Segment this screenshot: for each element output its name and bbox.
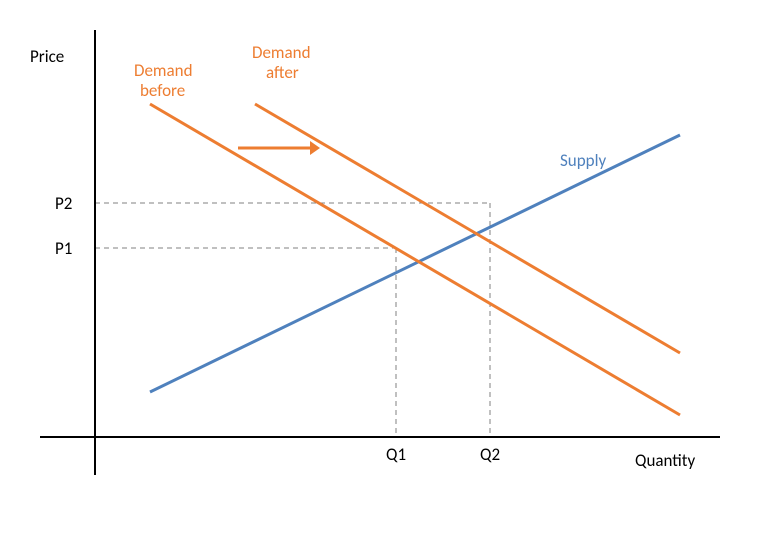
supply-label: Supply (560, 150, 606, 171)
y-axis-label: Price (30, 46, 64, 67)
demand-after-label-line2: after (266, 62, 299, 83)
demand-before-label-line1: Demand (134, 60, 193, 81)
demand-before-label-line2: before (140, 80, 185, 101)
x-axis-label: Quantity (635, 450, 695, 471)
demand-after-label-line1: Demand (252, 42, 311, 63)
q1-label: Q1 (386, 444, 406, 465)
supply-demand-chart: Price Quantity P2 P1 Q1 Q2 Demand before… (0, 0, 768, 533)
q2-label: Q2 (480, 444, 500, 465)
p2-label: P2 (55, 193, 72, 214)
p1-label: P1 (55, 238, 72, 259)
